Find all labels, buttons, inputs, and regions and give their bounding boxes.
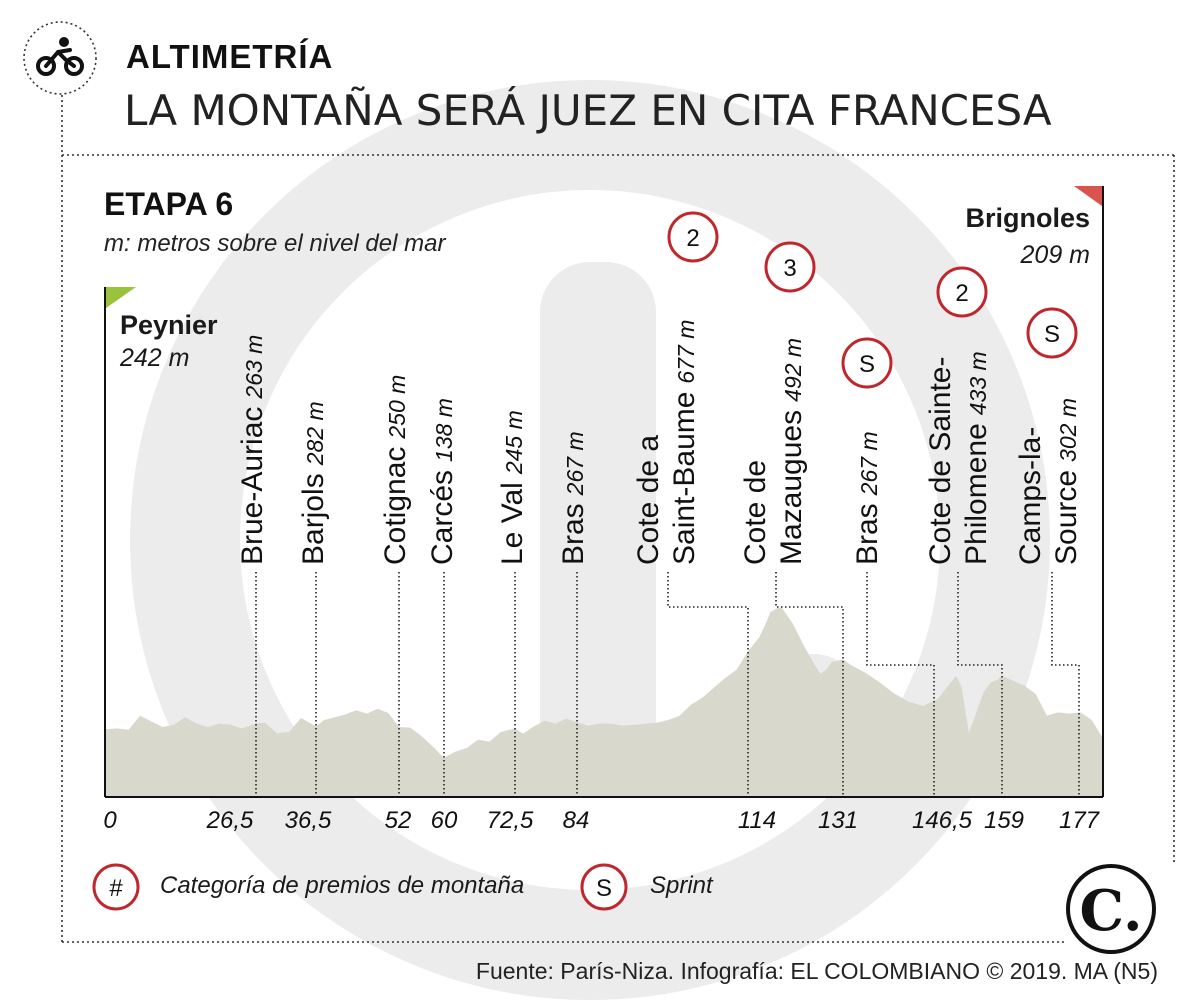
waypoint-label: Camps-la- Source302 m xyxy=(1014,398,1083,565)
waypoint-name: Cote de xyxy=(739,460,772,565)
el-colombiano-logo: C. xyxy=(1066,864,1156,954)
start-town-name: Peynier xyxy=(120,310,218,340)
start-town-elevation: 242 m xyxy=(120,344,190,372)
waypoint-elevation: 263 m xyxy=(241,335,267,400)
waypoint-name: Source302 m xyxy=(1050,398,1083,565)
legend-sprint-label: Sprint xyxy=(650,872,713,899)
waypoint-label: Cote de a Saint-Baume677 m xyxy=(632,320,701,565)
waypoint-name: Le Val245 m xyxy=(496,410,529,565)
finish-flag xyxy=(1074,186,1104,206)
waypoint-elevation: 250 m xyxy=(384,375,410,440)
source-credit: Fuente: París-Niza. Infografía: EL COLOM… xyxy=(475,958,1158,984)
waypoint-label: Cotignac250 m xyxy=(379,375,412,565)
waypoint-name: Mazaugues492 m xyxy=(775,338,808,565)
x-tick-label: 60 xyxy=(431,807,458,834)
finish-town-name: Brignoles xyxy=(965,203,1090,233)
waypoint-leader-line xyxy=(775,572,844,797)
waypoint-elevation: 267 m xyxy=(856,431,882,496)
waypoint-name: Cote de a xyxy=(632,435,665,565)
waypoint-label: Bras267 m xyxy=(851,431,884,565)
waypoint-badge: 3 xyxy=(764,241,816,293)
badge-ring xyxy=(841,337,893,389)
waypoint-elevation: 433 m xyxy=(965,351,991,415)
x-tick-label: 52 xyxy=(385,807,412,834)
x-tick-label: 36,5 xyxy=(285,807,332,834)
badge-ring xyxy=(667,211,719,263)
badge-ring xyxy=(1026,307,1078,359)
cyclist-icon xyxy=(23,21,97,95)
waypoint-name: Carcés138 m xyxy=(426,398,459,565)
waypoint-elevation: 492 m xyxy=(780,338,806,402)
x-tick-label: 26,5 xyxy=(206,807,254,834)
start-flag xyxy=(104,287,136,308)
waypoint-name: Barjols282 m xyxy=(297,401,330,565)
waypoint-badge: S xyxy=(841,337,893,389)
section-title: ALTIMETRÍA xyxy=(126,38,334,75)
x-tick-label: 146,5 xyxy=(912,807,973,834)
svg-text:#: # xyxy=(109,875,123,902)
waypoint-name: Brue-Auriac263 m xyxy=(236,335,269,565)
unit-note: m: metros sobre el nivel del mar xyxy=(104,230,446,257)
waypoint-badge: S xyxy=(1026,307,1078,359)
x-tick-label: 114 xyxy=(738,807,776,834)
waypoint-label: Brue-Auriac263 m xyxy=(236,335,269,565)
waypoint-badge: 2 xyxy=(936,266,988,318)
badge-symbol: 2 xyxy=(955,280,968,307)
x-tick-label: 159 xyxy=(984,807,1024,834)
badge-symbol: 3 xyxy=(783,255,796,282)
legend-mountain-label: Categoría de premios de montaña xyxy=(160,872,525,899)
waypoint-badge: 2 xyxy=(667,211,719,263)
legend-mountain-badge: # xyxy=(92,863,140,911)
waypoint-elevation: 267 m xyxy=(562,431,588,496)
stage-label: ETAPA 6 xyxy=(104,186,234,222)
badge-ring xyxy=(936,266,988,318)
x-tick-label: 177 xyxy=(1059,807,1101,834)
waypoint-elevation: 677 m xyxy=(673,320,699,384)
waypoint-name: Saint-Baume677 m xyxy=(668,320,701,565)
waypoint-elevation: 138 m xyxy=(431,398,457,462)
waypoint-label: Barjols282 m xyxy=(297,401,330,565)
x-tick-label: 84 xyxy=(563,807,590,834)
waypoint-elevation: 302 m xyxy=(1055,398,1081,462)
badge-symbol: S xyxy=(859,351,875,378)
svg-text:S: S xyxy=(596,875,612,902)
waypoint-elevation: 245 m xyxy=(501,410,527,475)
waypoint-name: Cote de Sainte- xyxy=(924,357,957,565)
badge-symbol: S xyxy=(1044,321,1060,348)
waypoint-label: Cote de Mazaugues492 m xyxy=(739,338,808,565)
waypoint-elevation: 282 m xyxy=(302,401,328,466)
waypoint-name: Bras267 m xyxy=(851,431,884,565)
dotted-frame xyxy=(61,95,1175,943)
x-tick-label: 72,5 xyxy=(487,807,534,834)
finish-town-elevation: 209 m xyxy=(1020,241,1090,269)
badge-ring xyxy=(764,241,816,293)
page-title: LA MONTAÑA SERÁ JUEZ EN CITA FRANCESA xyxy=(124,86,1052,135)
waypoint-label: Carcés138 m xyxy=(426,398,459,565)
x-tick-label: 131 xyxy=(818,807,858,834)
elevation-profile-area xyxy=(106,607,1103,797)
badge-symbol: 2 xyxy=(686,225,699,252)
waypoint-label: Cote de Sainte- Philomene433 m xyxy=(924,351,993,565)
waypoint-label: Le Val245 m xyxy=(496,410,529,565)
waypoint-leader-line xyxy=(667,572,749,797)
waypoint-name: Cotignac250 m xyxy=(379,375,412,565)
waypoint-name: Philomene433 m xyxy=(960,351,993,565)
waypoint-name: Camps-la- xyxy=(1014,427,1047,565)
x-tick-label: 0 xyxy=(103,807,117,834)
legend-sprint-badge: S xyxy=(580,863,628,911)
